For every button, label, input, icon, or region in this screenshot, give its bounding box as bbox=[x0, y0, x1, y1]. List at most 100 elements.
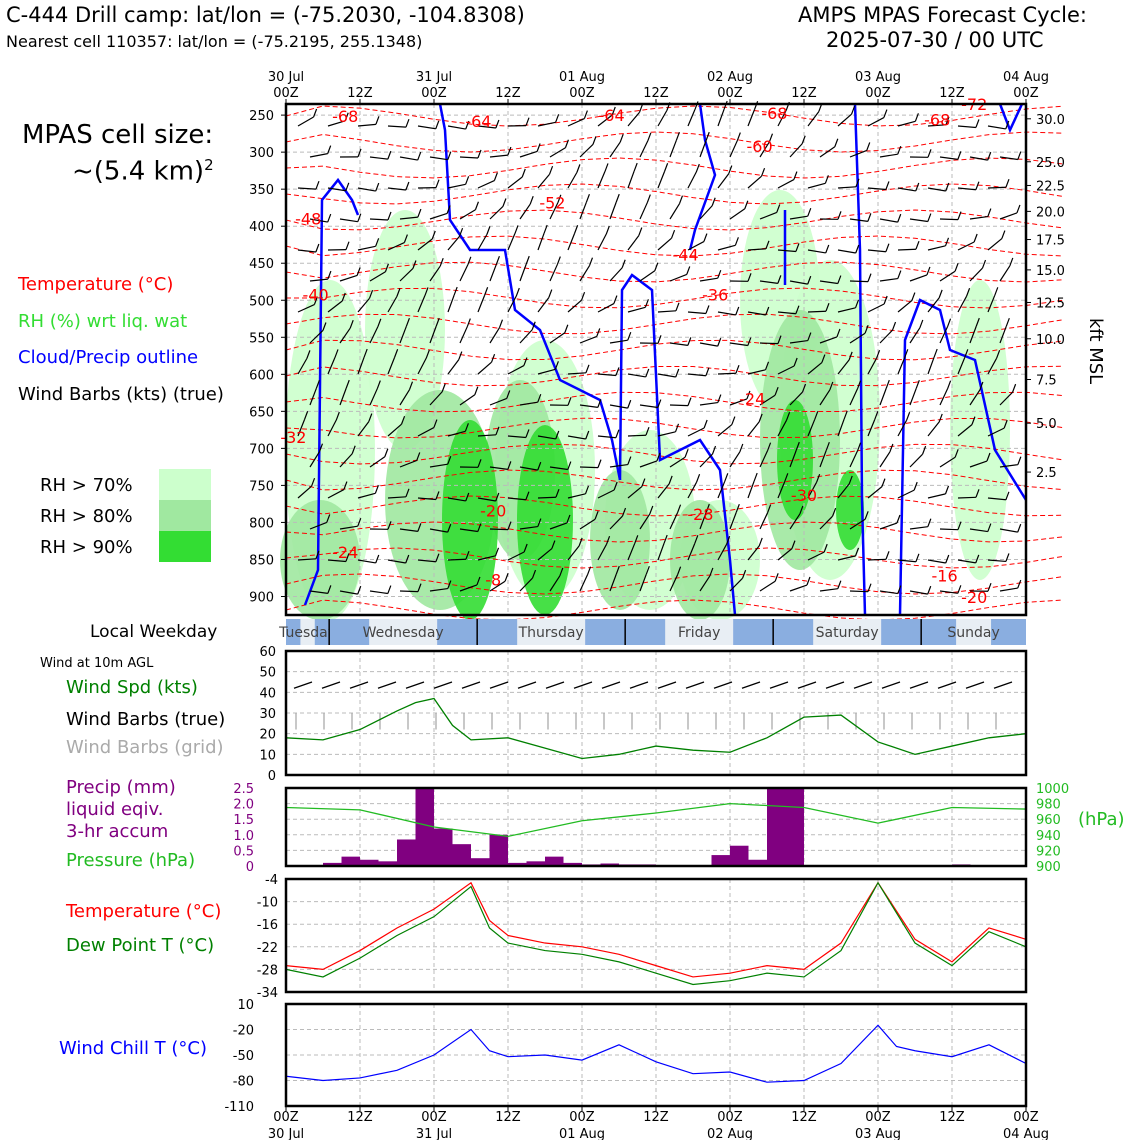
wind-barb bbox=[987, 238, 1003, 251]
wind-barb bbox=[447, 497, 466, 502]
wind-barb-flag bbox=[885, 181, 890, 190]
wind-barb bbox=[747, 175, 762, 189]
wind-barb-flag bbox=[825, 303, 830, 312]
wind-barb bbox=[597, 114, 613, 127]
wind-barb bbox=[489, 263, 497, 282]
wind-barb-flag bbox=[345, 553, 350, 562]
wind-barb-true bbox=[489, 681, 509, 689]
weekday-gradient bbox=[733, 619, 774, 645]
top-time-tick: 12Z bbox=[643, 86, 669, 101]
wind-barb-flag bbox=[384, 263, 389, 272]
wind-barb-flag bbox=[656, 452, 661, 462]
wind-barb-flag bbox=[915, 553, 920, 562]
wind-barb bbox=[567, 545, 580, 561]
wind-barb bbox=[537, 121, 556, 127]
wind-barb bbox=[687, 241, 705, 251]
top-time-tick: 12Z bbox=[495, 86, 521, 101]
wind-barb-flag bbox=[885, 551, 890, 560]
wind-barb-flag bbox=[726, 535, 731, 545]
wind-barb bbox=[819, 389, 831, 406]
pressure-tick-label: 900 bbox=[1036, 860, 1061, 875]
wind-barb-flag bbox=[885, 379, 890, 389]
wind-barb-flag bbox=[387, 150, 392, 160]
wind-barb bbox=[549, 466, 568, 471]
precip-bar bbox=[508, 862, 527, 866]
wind-barb-flag bbox=[376, 380, 381, 389]
wind-barb-flag bbox=[1005, 317, 1010, 327]
bottom-time-tick: 00Z bbox=[1013, 1110, 1039, 1125]
wind-barb bbox=[717, 173, 730, 189]
top-date-label: 04 Aug bbox=[1003, 70, 1049, 85]
temperature-label: -28 bbox=[687, 505, 713, 524]
temp-tick-label: -4 bbox=[265, 873, 278, 888]
wind-barb-flag bbox=[327, 270, 332, 280]
temperature-label: -32 bbox=[280, 428, 306, 447]
wind-barb-flag bbox=[507, 461, 512, 470]
weekday-label: Thursday bbox=[518, 625, 584, 641]
isotherm bbox=[285, 313, 1064, 335]
wind-barb-flag bbox=[611, 106, 616, 116]
wind-barb bbox=[669, 273, 687, 282]
pressure-tick-label: 600 bbox=[249, 368, 274, 383]
wind-barb-flag bbox=[915, 241, 920, 250]
wind-barb-flag bbox=[474, 201, 479, 210]
wind-barb-flag bbox=[477, 523, 482, 532]
wind-barb-flag bbox=[447, 523, 452, 533]
wind-barb bbox=[717, 108, 725, 127]
wind-barb bbox=[837, 359, 850, 375]
wind-barb bbox=[399, 389, 410, 406]
wind-barb bbox=[567, 372, 587, 375]
wind-barb-flag bbox=[705, 305, 710, 314]
wind-barb bbox=[477, 125, 496, 129]
pressure-tick-label: 850 bbox=[249, 553, 274, 568]
wind-barb bbox=[699, 205, 713, 220]
wind-barb-flag bbox=[735, 306, 740, 316]
wind-barb-flag bbox=[954, 262, 959, 272]
wind-barb bbox=[969, 215, 988, 220]
wind-barb bbox=[759, 580, 776, 592]
wind-barb bbox=[999, 156, 1018, 161]
forecast-title: AMPS MPAS Forecast Cycle: bbox=[798, 3, 1087, 27]
wind-barb-flag bbox=[837, 580, 842, 589]
wind-barb-flag bbox=[638, 227, 643, 236]
wind-barb-flag bbox=[531, 569, 537, 579]
wind-barb bbox=[729, 398, 748, 406]
wind-barb bbox=[927, 245, 946, 251]
windchill-tick-label: 10 bbox=[237, 998, 254, 1013]
temperature-label: -30 bbox=[791, 486, 817, 505]
wind-barb-true bbox=[825, 681, 845, 689]
wind-barb bbox=[669, 456, 686, 468]
wind-barb bbox=[819, 146, 836, 158]
precip-bar bbox=[489, 834, 508, 866]
wind-barb bbox=[327, 120, 346, 127]
wind-barb-flag bbox=[474, 386, 479, 395]
temperature-label: -68 bbox=[924, 110, 950, 129]
wind-barb bbox=[699, 401, 718, 406]
wind-barb-flag bbox=[933, 348, 938, 358]
wind-barb bbox=[717, 481, 726, 499]
windchill-tick-label: -110 bbox=[224, 1100, 254, 1115]
wind-barb-flag bbox=[327, 585, 332, 594]
wind-barb-flag bbox=[705, 131, 710, 141]
pressure-tick-label: 940 bbox=[1036, 829, 1061, 844]
wind-barb bbox=[909, 387, 917, 406]
wind-barb bbox=[369, 326, 379, 344]
wind-barb bbox=[867, 249, 886, 253]
wind-barb-flag bbox=[465, 492, 470, 502]
wind-barb-flag bbox=[477, 149, 482, 159]
isotherm bbox=[285, 365, 1064, 387]
legend-rh80-label: RH > 80% bbox=[40, 506, 133, 527]
wind-barb bbox=[909, 274, 928, 282]
wind-barb-flag bbox=[536, 143, 541, 152]
wind-barb bbox=[777, 419, 788, 437]
wind-barb bbox=[369, 456, 386, 468]
kft-tick-label: 22.5 bbox=[1036, 179, 1065, 194]
wind-barb-flag bbox=[431, 230, 436, 240]
wind-barb-flag bbox=[896, 514, 901, 524]
wind-barb-flag bbox=[387, 585, 392, 594]
wind-barb bbox=[549, 522, 568, 530]
wind-barb bbox=[489, 466, 508, 470]
wind-barb-flag bbox=[1017, 456, 1022, 465]
wind-barb-flag bbox=[345, 379, 350, 389]
isotherm bbox=[285, 469, 1064, 491]
